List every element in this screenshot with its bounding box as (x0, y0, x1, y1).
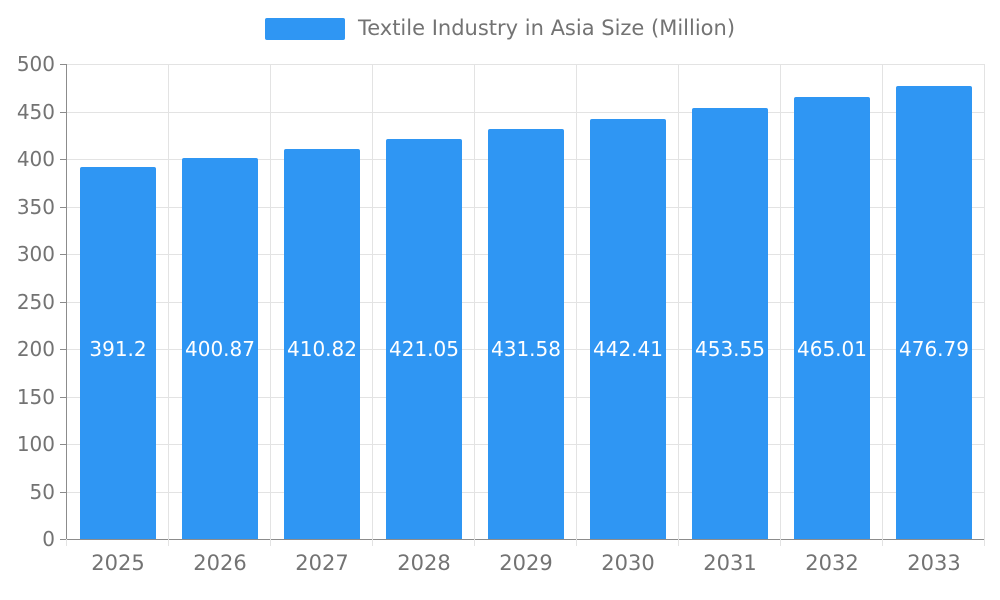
bar-band: 465.01 (781, 64, 883, 539)
y-axis-label: 300 (16, 242, 55, 266)
x-tick-mark (269, 539, 271, 546)
x-tick-mark (66, 539, 67, 546)
y-tick-mark (60, 491, 67, 493)
bar-value-label: 465.01 (797, 337, 867, 361)
bar-band: 400.87 (169, 64, 271, 539)
bar-band: 453.55 (679, 64, 781, 539)
bar-band: 421.05 (373, 64, 475, 539)
bar-value-label: 410.82 (287, 337, 357, 361)
gridline (67, 111, 985, 113)
bar[interactable]: 421.05 (386, 139, 462, 539)
bar[interactable]: 431.58 (488, 129, 564, 539)
gridline (167, 64, 169, 539)
y-tick-mark (60, 444, 67, 445)
x-axis-label: 2028 (397, 551, 451, 575)
y-axis-label: 250 (16, 289, 55, 314)
y-axis-label: 200 (16, 337, 55, 361)
bar-band: 391.2 (67, 64, 169, 539)
bar-band: 431.58 (475, 64, 577, 539)
gridline (677, 64, 679, 539)
legend-label[interactable]: Textile Industry in Asia Size (Million) (357, 16, 736, 40)
bars-layer: 391.2 400.87 410.82 421.05 431.58 442.41 453.5… (67, 64, 985, 539)
legend-swatch-icon[interactable] (264, 17, 345, 40)
chart-legend: Textile Industry in Asia Size (Million) (0, 16, 1000, 41)
x-tick-mark (677, 539, 679, 546)
bar[interactable]: 391.2 (80, 167, 156, 539)
x-tick-mark (780, 539, 781, 546)
x-tick-mark (576, 539, 577, 546)
bar[interactable]: 410.82 (284, 148, 360, 539)
gridline (269, 64, 271, 539)
y-axis-label: 350 (16, 194, 55, 219)
y-tick-mark (60, 254, 67, 255)
x-axis-label: 2031 (703, 551, 757, 575)
bar-value-label: 391.2 (89, 337, 147, 361)
x-axis-label: 2025 (91, 551, 145, 575)
x-tick-mark (984, 539, 985, 546)
bar-value-label: 442.41 (593, 337, 663, 361)
bar[interactable]: 476.79 (896, 86, 972, 539)
x-tick-mark (881, 539, 883, 546)
gridline (576, 64, 577, 539)
y-axis-label: 450 (16, 99, 55, 124)
gridline (371, 64, 373, 539)
bar[interactable]: 442.41 (590, 118, 666, 539)
gridline (984, 64, 985, 539)
y-tick-mark (60, 349, 67, 350)
x-axis-label: 2030 (601, 551, 655, 575)
bar-value-label: 421.05 (389, 337, 459, 361)
bar[interactable]: 465.01 (794, 97, 870, 539)
y-tick-mark (60, 301, 67, 303)
x-axis-label: 2026 (193, 551, 247, 575)
bar-value-label: 476.79 (899, 337, 969, 361)
y-axis-label: 50 (29, 479, 55, 504)
y-tick-mark (60, 206, 67, 208)
x-axis-label: 2029 (499, 551, 553, 575)
x-tick-mark (473, 539, 475, 546)
x-axis-label: 2033 (907, 551, 961, 575)
bar-value-label: 431.58 (491, 337, 561, 361)
x-axis-label: 2032 (805, 551, 859, 575)
gridline (881, 64, 883, 539)
gridline (780, 64, 781, 539)
bar-band: 410.82 (271, 64, 373, 539)
y-tick-mark (60, 396, 67, 398)
y-tick-mark (60, 111, 67, 113)
y-axis-label: 100 (16, 432, 55, 456)
bar[interactable]: 400.87 (182, 158, 258, 539)
gridline (473, 64, 475, 539)
y-axis-label: 150 (16, 384, 55, 409)
y-tick-mark (60, 159, 67, 160)
bar[interactable]: 453.55 (692, 108, 768, 539)
y-axis-label: 0 (42, 527, 55, 551)
gridline (67, 64, 985, 65)
x-tick-mark (167, 539, 169, 546)
x-axis-label: 2027 (295, 551, 349, 575)
y-tick-mark (60, 64, 67, 65)
y-axis-label: 400 (16, 147, 55, 171)
bar-value-label: 453.55 (695, 337, 765, 361)
bar-value-label: 400.87 (185, 337, 255, 361)
bar-band: 442.41 (577, 64, 679, 539)
x-tick-mark (371, 539, 373, 546)
y-axis-label: 500 (16, 52, 55, 76)
bar-band: 476.79 (883, 64, 985, 539)
y-tick-mark (60, 539, 67, 540)
plot-area: 0 50 100 150 200 250 300 350 400 450 500 391.2 400.… (17, 54, 985, 574)
